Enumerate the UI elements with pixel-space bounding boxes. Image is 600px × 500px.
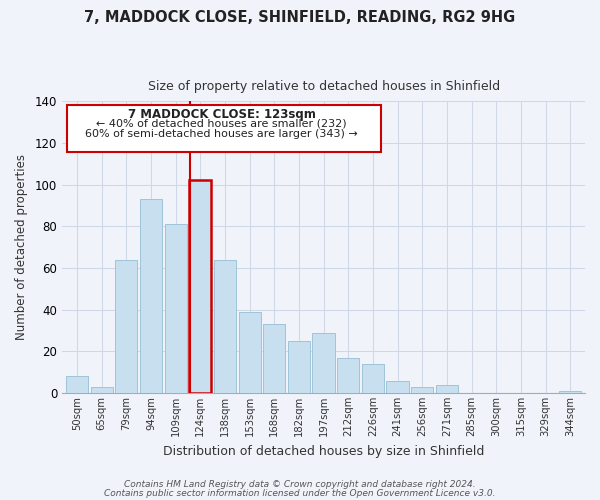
Bar xyxy=(362,364,384,393)
Bar xyxy=(288,341,310,393)
Bar xyxy=(140,199,162,393)
Bar xyxy=(436,384,458,393)
Y-axis label: Number of detached properties: Number of detached properties xyxy=(15,154,28,340)
Bar xyxy=(239,312,261,393)
Bar xyxy=(91,387,113,393)
Bar xyxy=(115,260,137,393)
Text: ← 40% of detached houses are smaller (232): ← 40% of detached houses are smaller (23… xyxy=(97,118,347,128)
Text: 60% of semi-detached houses are larger (343) →: 60% of semi-detached houses are larger (… xyxy=(85,129,358,139)
Text: Contains HM Land Registry data © Crown copyright and database right 2024.: Contains HM Land Registry data © Crown c… xyxy=(124,480,476,489)
Text: Contains public sector information licensed under the Open Government Licence v3: Contains public sector information licen… xyxy=(104,489,496,498)
Bar xyxy=(263,324,286,393)
Title: Size of property relative to detached houses in Shinfield: Size of property relative to detached ho… xyxy=(148,80,500,93)
Bar xyxy=(66,376,88,393)
Bar xyxy=(164,224,187,393)
Bar xyxy=(559,391,581,393)
X-axis label: Distribution of detached houses by size in Shinfield: Distribution of detached houses by size … xyxy=(163,444,484,458)
Text: 7, MADDOCK CLOSE, SHINFIELD, READING, RG2 9HG: 7, MADDOCK CLOSE, SHINFIELD, READING, RG… xyxy=(85,10,515,25)
Text: 7 MADDOCK CLOSE: 123sqm: 7 MADDOCK CLOSE: 123sqm xyxy=(128,108,316,122)
Bar xyxy=(214,260,236,393)
Bar xyxy=(313,332,335,393)
Bar xyxy=(386,380,409,393)
Bar xyxy=(411,387,433,393)
Bar xyxy=(189,180,211,393)
Bar xyxy=(337,358,359,393)
FancyBboxPatch shape xyxy=(67,106,381,152)
